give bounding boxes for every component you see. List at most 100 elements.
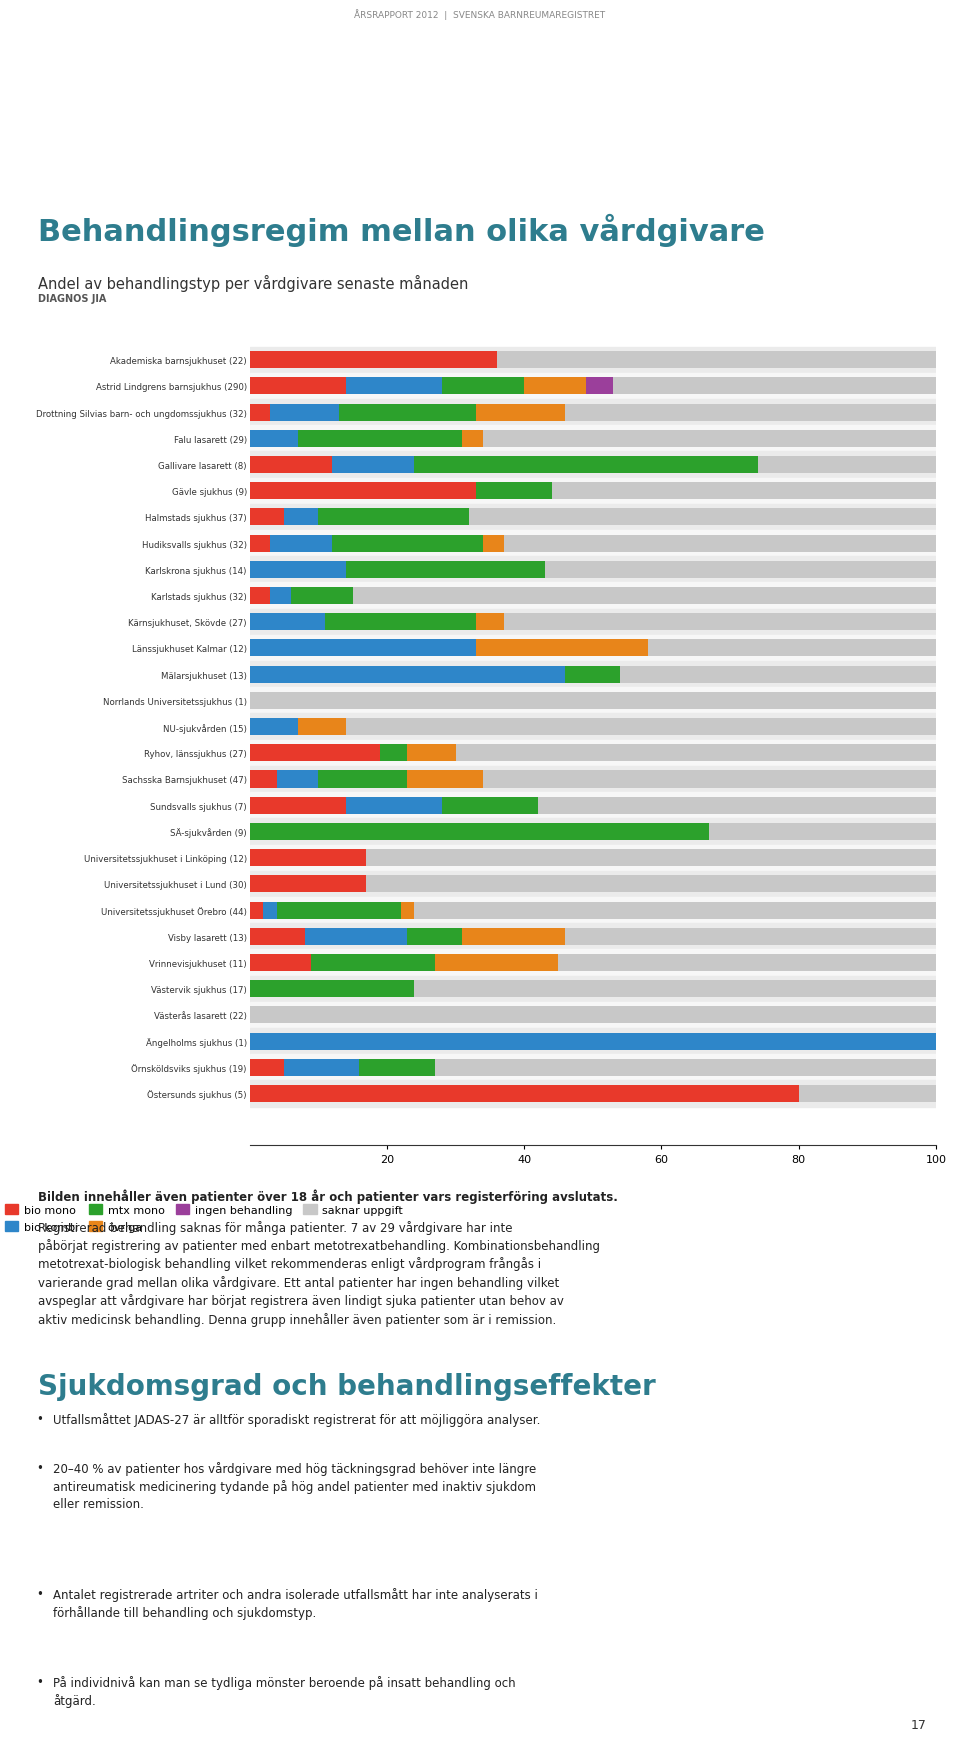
Bar	[250, 850, 367, 867]
Bar	[483, 430, 936, 447]
Bar	[380, 745, 407, 762]
Bar	[435, 954, 559, 972]
Bar	[346, 378, 442, 395]
Bar	[250, 792, 936, 818]
Bar	[311, 954, 435, 972]
Text: ÅRSRAPPORT 2012  |  SVENSKA BARNREUMAREGISTRET: ÅRSRAPPORT 2012 | SVENSKA BARNREUMAREGIS…	[354, 9, 606, 21]
Bar	[250, 1059, 284, 1077]
Bar	[400, 902, 415, 919]
Bar	[455, 745, 936, 762]
Bar	[442, 797, 538, 815]
Bar	[476, 640, 648, 657]
Bar	[250, 374, 936, 400]
Bar	[367, 850, 936, 867]
Bar	[367, 876, 936, 893]
Bar	[435, 1059, 936, 1077]
Bar	[250, 584, 936, 610]
Bar	[250, 692, 936, 710]
Text: •: •	[36, 1675, 43, 1687]
Bar	[346, 797, 442, 815]
Text: •: •	[36, 1587, 43, 1599]
Bar	[250, 636, 936, 662]
Bar	[250, 771, 277, 788]
Bar	[544, 561, 936, 579]
Bar	[250, 923, 936, 949]
Bar	[250, 876, 367, 893]
Bar	[270, 587, 291, 605]
Bar	[586, 378, 613, 395]
Bar	[250, 949, 936, 975]
Bar	[250, 954, 311, 972]
Bar	[250, 404, 270, 421]
Bar	[284, 1059, 359, 1077]
Bar	[799, 1086, 936, 1103]
Bar	[291, 587, 352, 605]
Bar	[476, 482, 552, 500]
Bar	[250, 1054, 936, 1080]
Bar	[359, 1059, 435, 1077]
Bar	[463, 430, 483, 447]
Bar	[250, 928, 304, 946]
Bar	[565, 666, 620, 683]
Bar	[524, 378, 586, 395]
Bar	[504, 614, 936, 631]
Bar	[319, 509, 469, 526]
Bar	[250, 1002, 936, 1028]
Bar	[250, 818, 936, 844]
Bar	[284, 509, 319, 526]
Bar	[250, 1007, 936, 1024]
Bar	[277, 771, 319, 788]
Bar	[407, 928, 463, 946]
Bar	[250, 505, 936, 531]
Bar	[559, 954, 936, 972]
Bar	[339, 404, 476, 421]
Bar	[250, 479, 936, 505]
Text: Bilden innehåller även patienter över 18 år och patienter vars registerföring av: Bilden innehåller även patienter över 18…	[38, 1189, 618, 1203]
Bar	[415, 902, 936, 919]
Bar	[483, 535, 504, 552]
Bar	[565, 404, 936, 421]
Bar	[270, 535, 332, 552]
Text: Antalet registrerade artriter och andra isolerade utfallsmått har inte analysera: Antalet registrerade artriter och andra …	[53, 1587, 538, 1619]
Bar	[496, 351, 936, 369]
Bar	[415, 981, 936, 998]
Bar	[250, 558, 936, 584]
Text: Sjukdomsgrad och behandlingseffekter: Sjukdomsgrad och behandlingseffekter	[38, 1372, 656, 1400]
Bar	[250, 718, 298, 736]
Bar	[538, 797, 936, 815]
Bar	[250, 640, 476, 657]
Bar	[250, 587, 270, 605]
Bar	[325, 614, 476, 631]
Text: Behandlingsregim mellan olika vårdgivare: Behandlingsregim mellan olika vårdgivare	[38, 213, 765, 246]
Bar	[565, 928, 936, 946]
Bar	[250, 689, 936, 715]
Legend: bio mono, bio kombi, mtx mono, övriga, ingen behandling, saknar uppgift: bio mono, bio kombi, mtx mono, övriga, i…	[5, 1204, 403, 1232]
Bar	[250, 844, 936, 871]
Bar	[250, 902, 263, 919]
Text: Registrerad behandling saknas för många patienter. 7 av 29 vårdgivare har inte
p: Registrerad behandling saknas för många …	[38, 1220, 600, 1325]
Bar	[332, 535, 483, 552]
Bar	[250, 823, 709, 841]
Bar	[476, 614, 504, 631]
Bar	[250, 666, 565, 683]
Bar	[346, 718, 936, 736]
Bar	[250, 531, 936, 558]
Bar	[250, 739, 936, 766]
Bar	[442, 378, 524, 395]
Bar	[469, 509, 936, 526]
Text: Utfallsmåttet JADAS-27 är alltför sporadiskt registrerat för att möjliggöra anal: Utfallsmåttet JADAS-27 är alltför sporad…	[53, 1412, 540, 1426]
Text: 20–40 % av patienter hos vårdgivare med hög täckningsgrad behöver inte längre
an: 20–40 % av patienter hos vårdgivare med …	[53, 1461, 536, 1510]
Bar	[250, 430, 298, 447]
Text: På individnivå kan man se tydliga mönster beroende på insatt behandling och
åtgä: På individnivå kan man se tydliga mönste…	[53, 1675, 516, 1706]
Bar	[415, 456, 757, 474]
Bar	[304, 928, 407, 946]
Bar	[250, 1033, 936, 1051]
Bar	[250, 348, 936, 374]
Bar	[709, 823, 936, 841]
Bar	[277, 902, 400, 919]
Bar	[332, 456, 415, 474]
Bar	[250, 509, 284, 526]
Bar	[250, 378, 346, 395]
Text: DIAGNOS JIA: DIAGNOS JIA	[38, 294, 107, 304]
Bar	[552, 482, 936, 500]
